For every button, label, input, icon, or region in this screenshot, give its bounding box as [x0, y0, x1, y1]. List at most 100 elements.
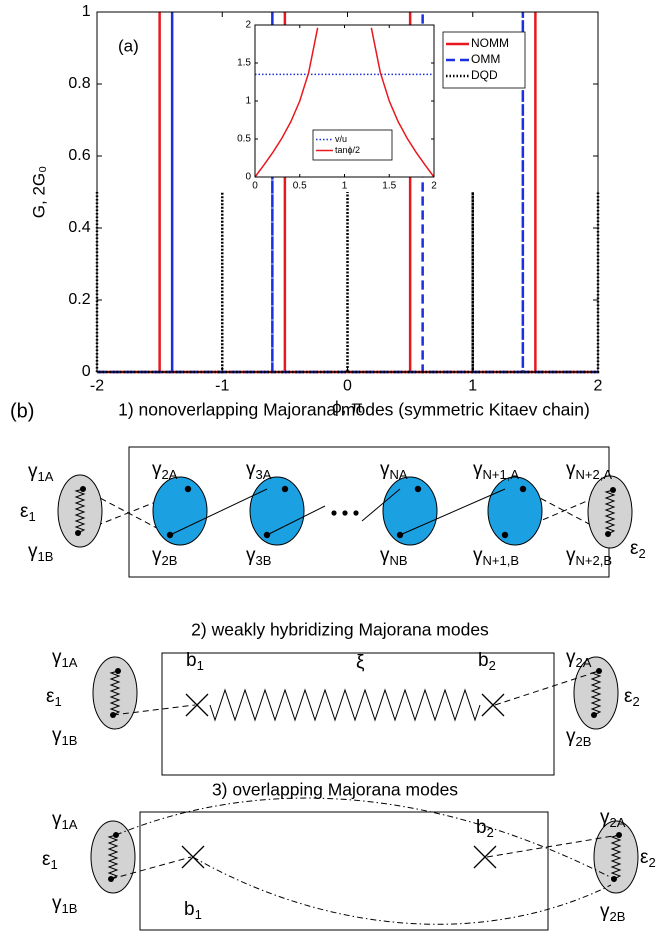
label-symbol: γ: [152, 545, 162, 566]
y-axis-label: G, 2G₀: [29, 166, 48, 218]
label-subscript: 2A: [162, 467, 178, 482]
label-symbol: b: [186, 650, 197, 671]
label-subscript: 1: [50, 857, 57, 872]
spring: [604, 489, 616, 535]
label-subscript: 2B: [610, 909, 626, 924]
spring: [107, 834, 119, 880]
diagram-label: γNB: [380, 545, 408, 568]
y-tick-label: 0.4: [68, 219, 90, 236]
label-subscript: N+1,A: [483, 467, 520, 482]
diagram-label: ε1: [42, 849, 58, 872]
majorana-cross: [473, 845, 497, 869]
majorana-dot: [605, 531, 611, 537]
diagram-label: γ2B: [152, 545, 177, 568]
y-tick-label: 0.8: [68, 75, 90, 92]
series-line: [254, 27, 435, 178]
y-tick-label: 0.6: [68, 147, 90, 164]
label-symbol: ε: [640, 847, 649, 868]
legend-label: OMM: [471, 52, 500, 66]
label-subscript: 2: [489, 658, 496, 673]
label-symbol: ε: [630, 538, 639, 559]
diagram-label: ε1: [20, 501, 36, 524]
diagram-label: γ2A: [600, 807, 626, 830]
diagram-label: ε2: [630, 538, 646, 561]
diagram-label: γ1B: [52, 893, 77, 916]
label-symbol: ε: [42, 849, 51, 870]
majorana-dot: [184, 485, 192, 493]
label-subscript: 1: [54, 694, 61, 709]
majorana-dot: [610, 487, 616, 493]
y-tick-label: 0.5: [237, 134, 251, 145]
panel-title: 1) nonoverlapping Majorana modes (symmet…: [118, 400, 590, 420]
label-subscript: 1A: [62, 817, 78, 832]
fermion-site: [249, 476, 305, 546]
fermion-site: [382, 476, 438, 546]
x-tick-label: -2: [90, 378, 104, 395]
diagram-label: γ2B: [566, 726, 591, 749]
y-tick-label: 1.5: [237, 58, 251, 69]
label-symbol: γ: [52, 725, 62, 746]
y-tick-label: 1: [82, 3, 91, 20]
x-tick-label: 2: [594, 378, 603, 395]
x-axis-label: ϕ, π: [332, 397, 363, 416]
x-tick-label: 1.5: [382, 181, 396, 192]
label-subscript: 2: [638, 546, 645, 561]
legend-box: [312, 129, 393, 161]
ellipsis-dot: [353, 510, 359, 516]
spring: [74, 488, 86, 534]
label-symbol: γ: [52, 893, 62, 914]
label-subscript: 1A: [62, 655, 78, 670]
coupling-line: [266, 505, 326, 536]
x-tick-label: 2: [431, 181, 437, 192]
fermion-site: [487, 476, 543, 546]
coupling-line: [82, 488, 171, 536]
diagram-label: b2: [478, 650, 496, 673]
legend-label: DQD: [471, 68, 498, 82]
zigzag: [209, 688, 481, 722]
coupling-line: [361, 488, 401, 522]
label-subscript: 1B: [62, 733, 78, 748]
label-subscript: N+1,B: [483, 553, 520, 568]
diagram-label: γ2A: [566, 647, 592, 670]
diagram-label: γN+1,A: [473, 459, 519, 482]
label-symbol: γ: [380, 459, 390, 480]
coupling-line: [112, 704, 196, 716]
overlap-curve: [115, 797, 615, 880]
y-tick-label: 0: [82, 363, 91, 380]
label-symbol: γ: [566, 647, 576, 668]
panel-title: 2) weakly hybridizing Majorana modes: [191, 620, 489, 640]
diagram-label: b1: [186, 650, 204, 673]
y-tick-label: 0: [245, 172, 251, 183]
label-subscript: NB: [390, 553, 408, 568]
diagram-label: γ1A: [52, 809, 78, 832]
label-subscript: 1: [197, 658, 204, 673]
label-subscript: 2B: [576, 734, 592, 749]
label-symbol: γ: [600, 807, 610, 828]
coupling-line: [494, 670, 600, 706]
y-tick-label: 1: [245, 96, 251, 107]
label-symbol: γ: [246, 459, 256, 480]
diagram-label: ξ: [356, 652, 365, 673]
panel-label: (b): [10, 400, 34, 422]
x-tick-label: 0: [252, 181, 258, 192]
diagram-label: γN+1,B: [473, 545, 519, 568]
diagram-label: γ3A: [246, 459, 272, 482]
majorana-cross: [481, 693, 505, 717]
label-symbol: γ: [152, 459, 162, 480]
label-symbol: ε: [20, 501, 29, 522]
label-subscript: 1B: [38, 549, 54, 564]
label-subscript: N+2,A: [576, 467, 613, 482]
label-symbol: γ: [566, 726, 576, 747]
majorana-dot: [396, 531, 404, 539]
label-subscript: 1: [195, 907, 202, 922]
label-symbol: b: [478, 650, 489, 671]
label-symbol: γ: [246, 545, 256, 566]
label-symbol: γ: [52, 809, 62, 830]
legend-box: [442, 31, 526, 89]
x-tick-label: 0.5: [293, 181, 307, 192]
majorana-dot: [80, 486, 86, 492]
diagram-label: γ2B: [600, 901, 625, 924]
diagram-label: b1: [184, 899, 202, 922]
label-symbol: γ: [566, 545, 576, 566]
